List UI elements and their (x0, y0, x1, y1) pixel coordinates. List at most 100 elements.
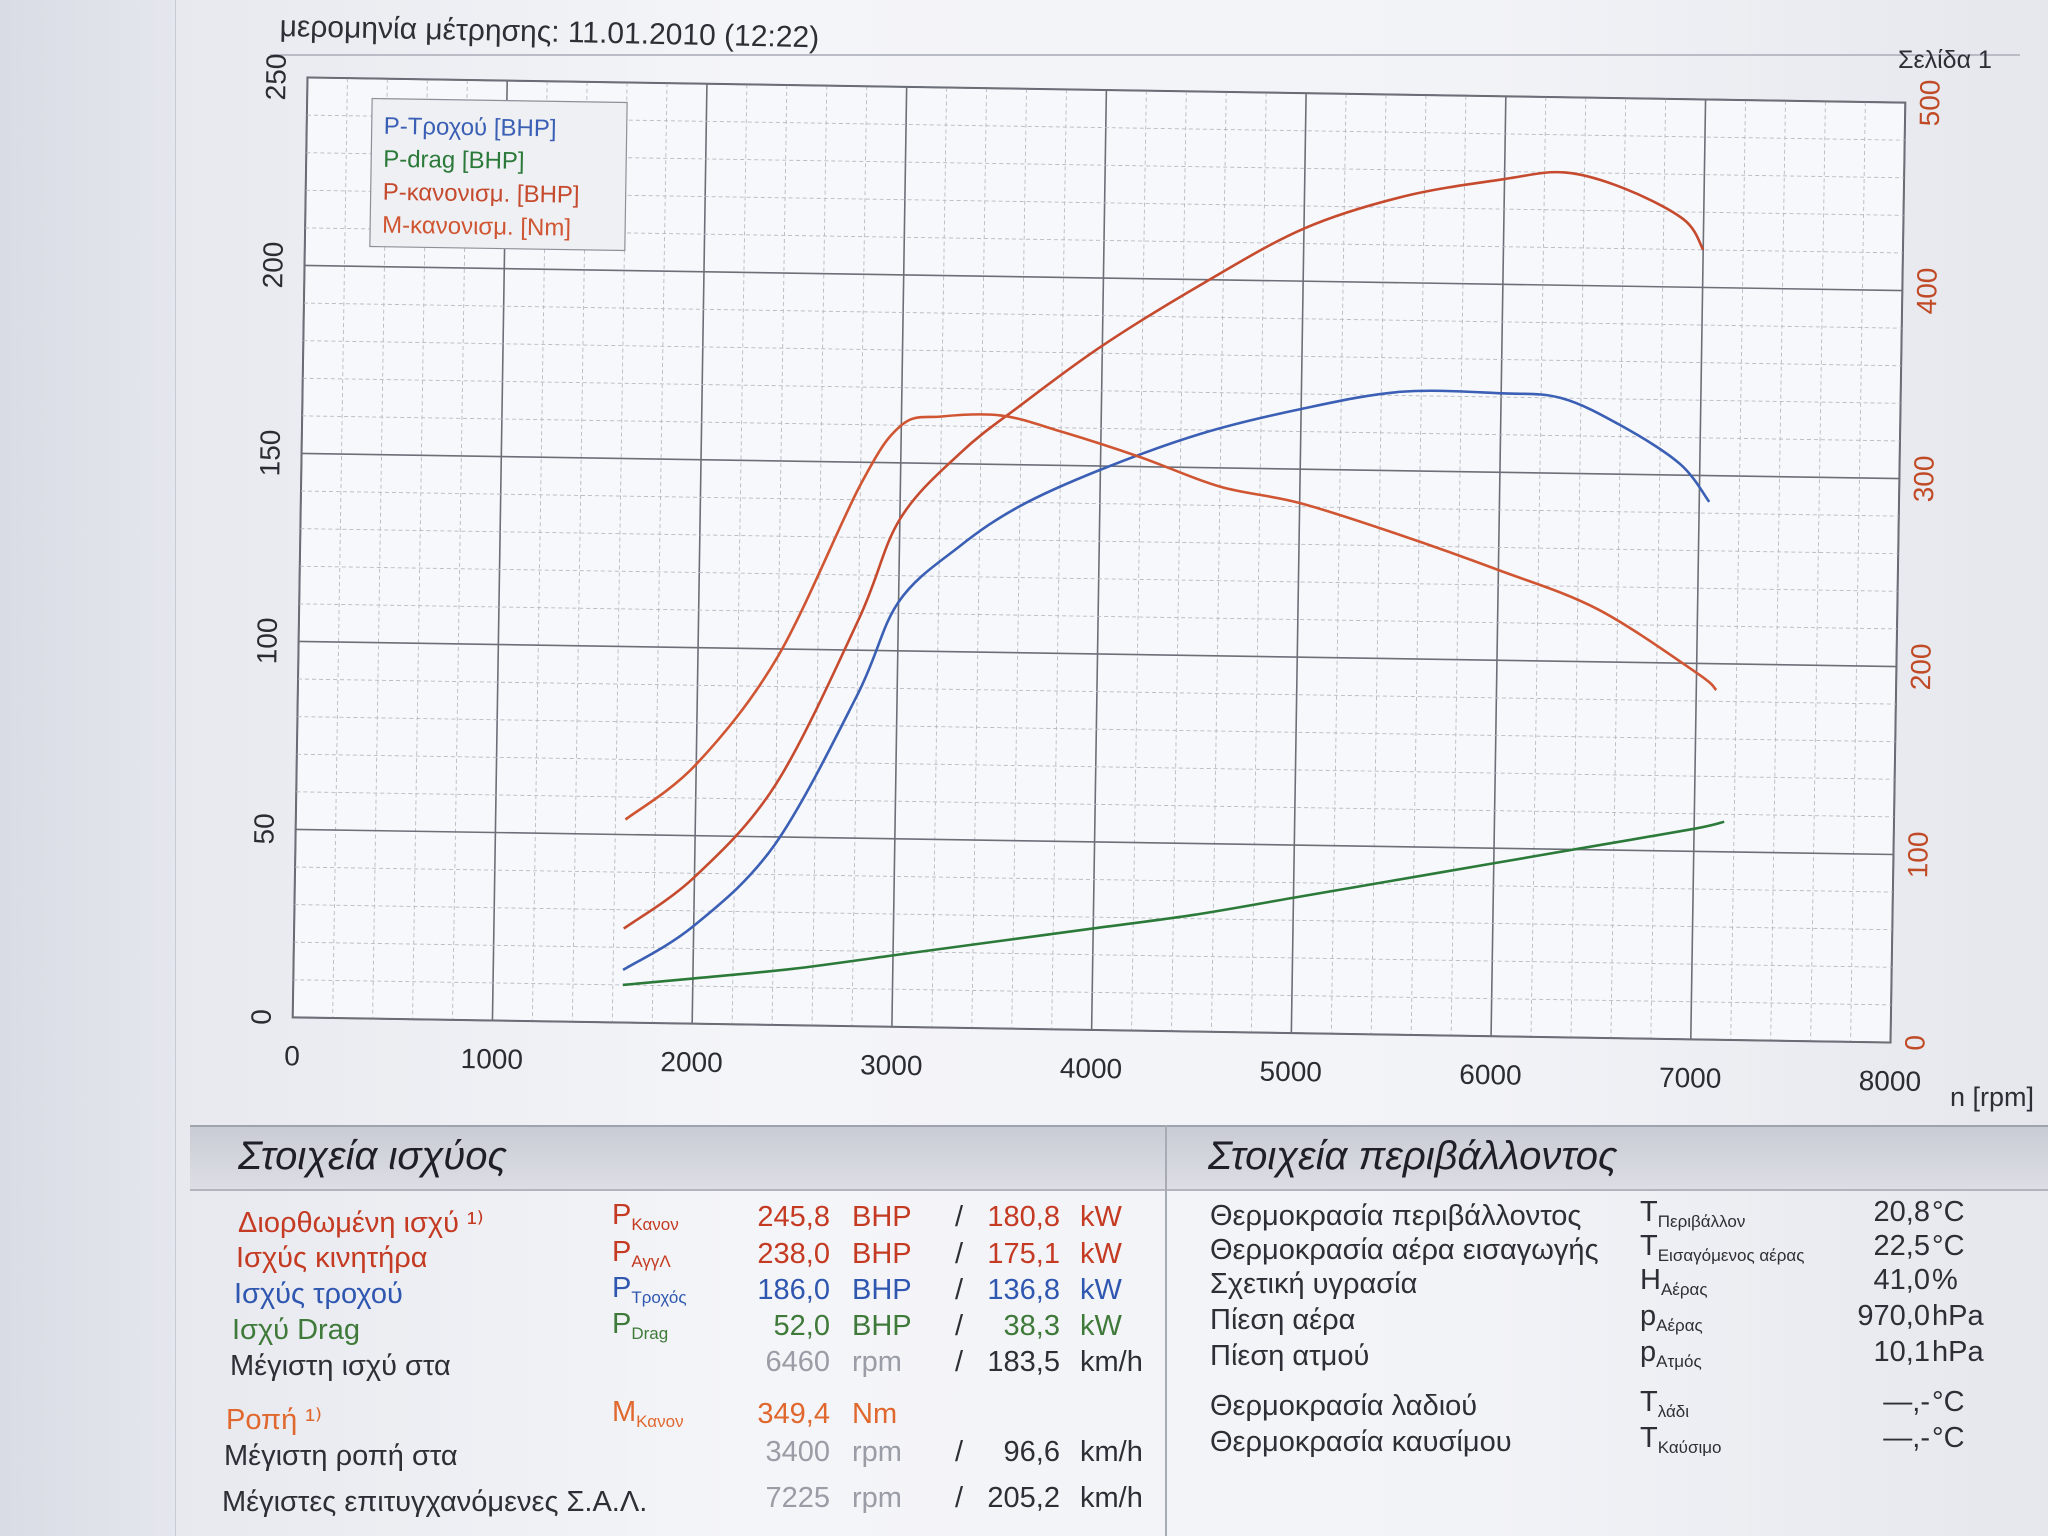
y-right-tick-label: 0 (1899, 1035, 1930, 1051)
power-row-value-2: 38,3 (1003, 1310, 1060, 1342)
power-row-unit-2: kW (1080, 1238, 1122, 1270)
env-row-unit: °C (1932, 1386, 1965, 1418)
x-tick-label: 2000 (660, 1046, 723, 1078)
x-minor-gridline (1211, 91, 1227, 1032)
y-right-tick-label: 500 (1914, 79, 1946, 126)
x-minor-gridline (1131, 90, 1147, 1031)
y-right-tick-label: 200 (1905, 643, 1937, 690)
corrected-power-line (622, 170, 1705, 930)
corrected-torque-line (624, 413, 1718, 821)
power-row-label: Μέγιστη ροπή στα (224, 1440, 458, 1472)
power-row-symbol: PΑγγΛ (612, 1236, 671, 1271)
y-major-gridline (301, 452, 1900, 480)
env-row-label: Θερμοκρασία περιβάλλοντος (1210, 1200, 1582, 1232)
power-row-label: Ισχύ Drag (232, 1314, 360, 1346)
y-minor-gridline (299, 603, 1898, 630)
power-row-value-1: 245,8 (757, 1201, 830, 1233)
power-row-unit-1: BHP (852, 1274, 912, 1306)
y-left-tick-label: 0 (246, 1009, 277, 1025)
power-row-symbol: PΚανον (612, 1199, 679, 1234)
power-row-unit-2: kW (1080, 1310, 1122, 1342)
y-major-gridline (298, 640, 1897, 668)
x-minor-gridline (1810, 101, 1826, 1042)
y-left-tick-label: 150 (254, 429, 286, 476)
x-tick-label: 4000 (1060, 1052, 1123, 1084)
x-tick-label: 7000 (1659, 1062, 1722, 1094)
power-row-label: Ροπή ¹⁾ (226, 1404, 323, 1436)
legend-box (369, 97, 628, 252)
x-major-gridline (1290, 93, 1307, 1034)
env-row-label: Πίεση αέρα (1210, 1304, 1356, 1336)
env-row-symbol: HΑέρας (1640, 1264, 1708, 1299)
power-row-value-2: 96,6 (1003, 1436, 1060, 1468)
x-major-gridline (1689, 99, 1707, 1040)
section-header-band (190, 1125, 2048, 1191)
power-row-value-1: 186,0 (757, 1274, 830, 1306)
x-minor-gridline (1530, 96, 1547, 1037)
power-row-value-1: 52,0 (773, 1310, 830, 1342)
power-row-unit-2: kW (1080, 1201, 1122, 1233)
power-row-value-1: 349,4 (757, 1398, 830, 1430)
env-row-symbol: Tλάδι (1640, 1386, 1690, 1421)
x-minor-gridline (651, 83, 668, 1024)
power-row-unit-2: km/h (1080, 1346, 1143, 1378)
y-minor-gridline (303, 340, 1902, 367)
y-minor-gridline (297, 716, 1896, 743)
y-minor-gridline (296, 753, 1895, 780)
power-row-unit-1: rpm (852, 1436, 902, 1468)
x-major-gridline (891, 86, 908, 1027)
power-section-title: Στοιχεία ισχύος (238, 1134, 507, 1178)
y-minor-gridline (302, 415, 1900, 442)
x-minor-gridline (1450, 95, 1467, 1036)
power-row-unit-2: km/h (1080, 1436, 1143, 1468)
env-row-unit: hPa (1932, 1336, 1984, 1368)
env-row-value: 10,1 (1873, 1336, 1930, 1368)
y-minor-gridline (295, 866, 1893, 893)
x-tick-label: 0 (284, 1040, 300, 1071)
power-row-separator: / (955, 1310, 964, 1342)
env-row-value: 20,8 (1873, 1196, 1930, 1228)
power-row-unit-2: km/h (1080, 1482, 1143, 1514)
env-row-symbol: TΚαύσιμο (1640, 1422, 1722, 1457)
env-row-value: 970,0 (1857, 1300, 1930, 1332)
power-row-symbol: PΤροχός (612, 1272, 687, 1307)
x-minor-gridline (1011, 88, 1027, 1029)
power-row-separator: / (955, 1274, 964, 1306)
power-row-label: Διορθωμένη ισχύ ¹⁾ (238, 1207, 484, 1239)
power-row-symbol: MΚανον (612, 1396, 684, 1431)
power-row-value-2: 180,8 (987, 1201, 1060, 1233)
x-major-gridline (1490, 96, 1507, 1037)
y-minor-gridline (303, 302, 1902, 329)
power-row-label: Ισχύς κινητήρα (236, 1242, 428, 1274)
page-number: Σελίδα 1 (1898, 46, 1992, 74)
x-major-gridline (291, 77, 309, 1018)
y-minor-gridline (293, 979, 1892, 1006)
plot-area: 0 1000 2000 3000 4000 5000 6000 7000 80000501001… (246, 53, 1946, 1097)
x-minor-gridline (1650, 98, 1667, 1039)
power-row-label: Ισχύς τροχού (234, 1278, 403, 1310)
legend-entry: P-κανονισμ. [BHP] (382, 179, 579, 209)
y-left-tick-label: 250 (260, 53, 292, 100)
y-minor-gridline (293, 941, 1892, 968)
x-minor-gridline (731, 84, 748, 1025)
env-row-unit: hPa (1932, 1300, 1984, 1332)
x-minor-gridline (771, 85, 788, 1025)
power-row-value-1: 7225 (765, 1482, 830, 1514)
power-row-unit-2: kW (1080, 1274, 1122, 1306)
y-left-tick-label: 50 (248, 813, 279, 845)
env-row-value: —,- (1883, 1386, 1930, 1418)
env-row-symbol: pΑτμός (1640, 1336, 1702, 1371)
y-left-tick-label: 200 (257, 241, 289, 288)
power-row-unit-1: BHP (852, 1238, 912, 1270)
power-row-unit-1: BHP (852, 1310, 912, 1342)
y-major-gridline (292, 1016, 1891, 1044)
y-minor-gridline (300, 490, 1899, 517)
x-minor-gridline (1850, 101, 1866, 1042)
x-major-gridline (691, 83, 708, 1024)
power-row-value-2: 175,1 (987, 1238, 1060, 1270)
power-row-separator: / (955, 1436, 964, 1468)
x-minor-gridline (1570, 97, 1587, 1038)
legend-entry: P-drag [BHP] (383, 146, 525, 175)
y-right-tick-label: 300 (1908, 455, 1940, 502)
x-minor-gridline (811, 85, 828, 1026)
